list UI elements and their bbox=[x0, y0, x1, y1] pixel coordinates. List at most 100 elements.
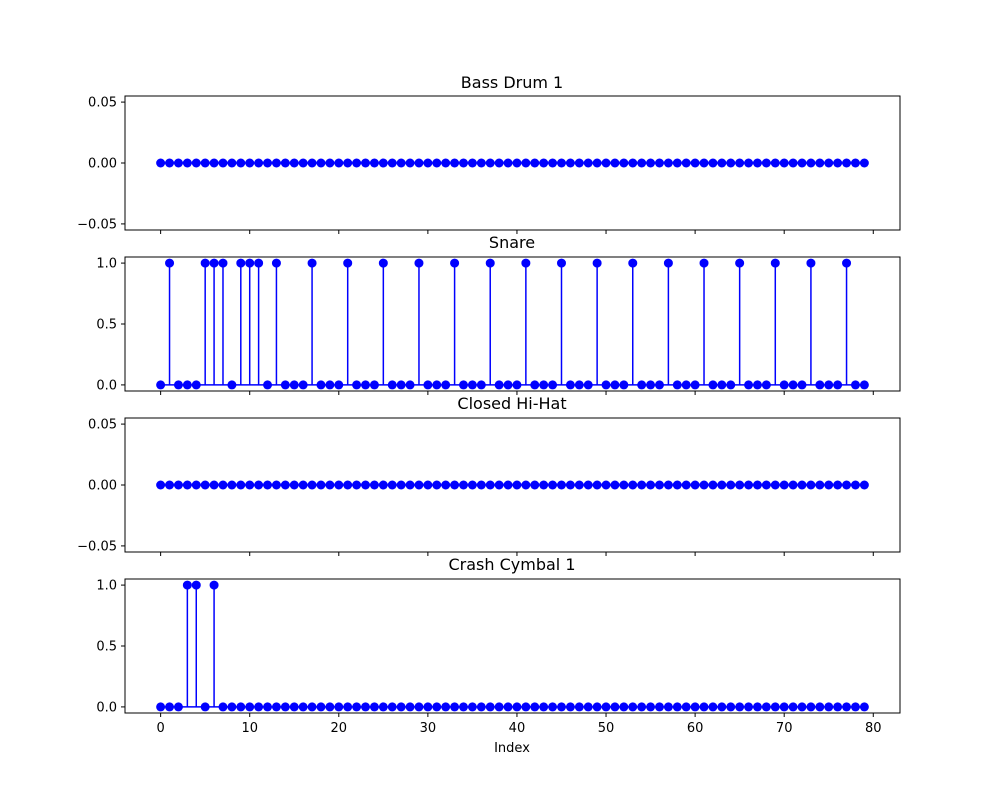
stem-marker bbox=[744, 158, 754, 168]
stem-marker bbox=[334, 158, 344, 168]
stem-marker bbox=[672, 702, 682, 712]
stem-marker bbox=[646, 380, 656, 390]
stem-marker bbox=[806, 258, 816, 268]
stem-marker bbox=[245, 158, 255, 168]
subplot-closed-hi-hat: Closed Hi-Hat −0.05 0.00 0.05 bbox=[77, 394, 901, 556]
stem-marker bbox=[387, 702, 397, 712]
stem-marker bbox=[343, 258, 353, 268]
stem-marker bbox=[227, 702, 237, 712]
stem-marker bbox=[307, 258, 317, 268]
stem-marker bbox=[708, 158, 718, 168]
stem-marker bbox=[156, 480, 166, 490]
stem-marker bbox=[779, 380, 789, 390]
stem-marker bbox=[824, 702, 834, 712]
stem-marker bbox=[441, 158, 451, 168]
stem-marker bbox=[735, 258, 745, 268]
stem-marker bbox=[646, 480, 656, 490]
stem-marker bbox=[592, 258, 602, 268]
stem-marker bbox=[530, 380, 540, 390]
stem-marker bbox=[236, 258, 246, 268]
stem-marker bbox=[271, 480, 281, 490]
stem-marker bbox=[467, 158, 477, 168]
y-tick-label: 0.5 bbox=[96, 318, 117, 333]
stem-marker bbox=[191, 580, 201, 590]
stem-marker bbox=[485, 258, 495, 268]
stem-marker bbox=[815, 702, 825, 712]
stem-marker bbox=[227, 380, 237, 390]
shared-x-axis: 0 10 20 30 40 50 60 70 80 bbox=[156, 721, 881, 736]
x-tick-label: 20 bbox=[331, 721, 348, 736]
stem-marker bbox=[191, 158, 201, 168]
stem-marker bbox=[530, 158, 540, 168]
stem-marker bbox=[717, 158, 727, 168]
stem-marker bbox=[539, 380, 549, 390]
stem-marker bbox=[173, 158, 183, 168]
stem-marker bbox=[672, 380, 682, 390]
stem-marker bbox=[280, 158, 290, 168]
y-tick-label: 0.0 bbox=[96, 378, 117, 393]
stem-marker bbox=[156, 380, 166, 390]
stem-marker bbox=[726, 702, 736, 712]
stem-marker bbox=[654, 380, 664, 390]
stem-marker bbox=[325, 380, 335, 390]
stem-marker bbox=[387, 158, 397, 168]
stem-marker bbox=[218, 480, 228, 490]
stem-marker bbox=[512, 380, 522, 390]
stem-marker bbox=[619, 158, 629, 168]
stem-marker bbox=[690, 158, 700, 168]
stem-marker bbox=[850, 702, 860, 712]
stem-marker bbox=[556, 258, 566, 268]
stem-marker bbox=[209, 158, 219, 168]
stem-marker bbox=[833, 702, 843, 712]
stem-marker bbox=[521, 158, 531, 168]
stem-marker bbox=[824, 158, 834, 168]
stem-marker bbox=[583, 380, 593, 390]
stem-marker bbox=[556, 158, 566, 168]
stem-marker bbox=[227, 480, 237, 490]
stem-marker bbox=[396, 380, 406, 390]
stem-marker bbox=[165, 158, 175, 168]
stem-marker bbox=[450, 480, 460, 490]
stem-marker bbox=[459, 380, 469, 390]
stem-marker bbox=[548, 158, 558, 168]
y-tick-label: 0.00 bbox=[88, 479, 117, 494]
stem-marker bbox=[343, 480, 353, 490]
stem-marker bbox=[165, 702, 175, 712]
stem-marker bbox=[833, 158, 843, 168]
y-tick-label: 0.05 bbox=[88, 96, 117, 111]
stem-marker bbox=[263, 380, 273, 390]
stem-marker bbox=[815, 480, 825, 490]
stem-marker bbox=[726, 158, 736, 168]
stem-marker bbox=[209, 258, 219, 268]
stem-marker bbox=[503, 158, 513, 168]
y-tick-label: 0.5 bbox=[96, 640, 117, 655]
stem-marker bbox=[405, 702, 415, 712]
stem-marker bbox=[744, 380, 754, 390]
stem-marker bbox=[476, 480, 486, 490]
stem-marker bbox=[200, 480, 210, 490]
stem-marker bbox=[378, 702, 388, 712]
stem-marker bbox=[254, 480, 264, 490]
stem-marker bbox=[271, 258, 281, 268]
stem-marker bbox=[601, 702, 611, 712]
stem-marker bbox=[681, 702, 691, 712]
stem-marker bbox=[209, 580, 219, 590]
stem-marker bbox=[182, 158, 192, 168]
stem-marker bbox=[574, 158, 584, 168]
subplot-title: Bass Drum 1 bbox=[461, 73, 563, 92]
stem-marker bbox=[548, 702, 558, 712]
stem-marker bbox=[307, 158, 317, 168]
stem-marker bbox=[191, 380, 201, 390]
stem-marker bbox=[646, 158, 656, 168]
stem-marker bbox=[556, 480, 566, 490]
stem-marker bbox=[467, 380, 477, 390]
stem-marker bbox=[637, 702, 647, 712]
stem-marker bbox=[441, 702, 451, 712]
stem-marker bbox=[191, 480, 201, 490]
y-tick-label: 0.00 bbox=[88, 157, 117, 172]
stem-marker bbox=[583, 158, 593, 168]
stem-marker bbox=[334, 702, 344, 712]
stem-marker bbox=[619, 380, 629, 390]
stem-marker bbox=[717, 702, 727, 712]
stem-marker bbox=[316, 702, 326, 712]
